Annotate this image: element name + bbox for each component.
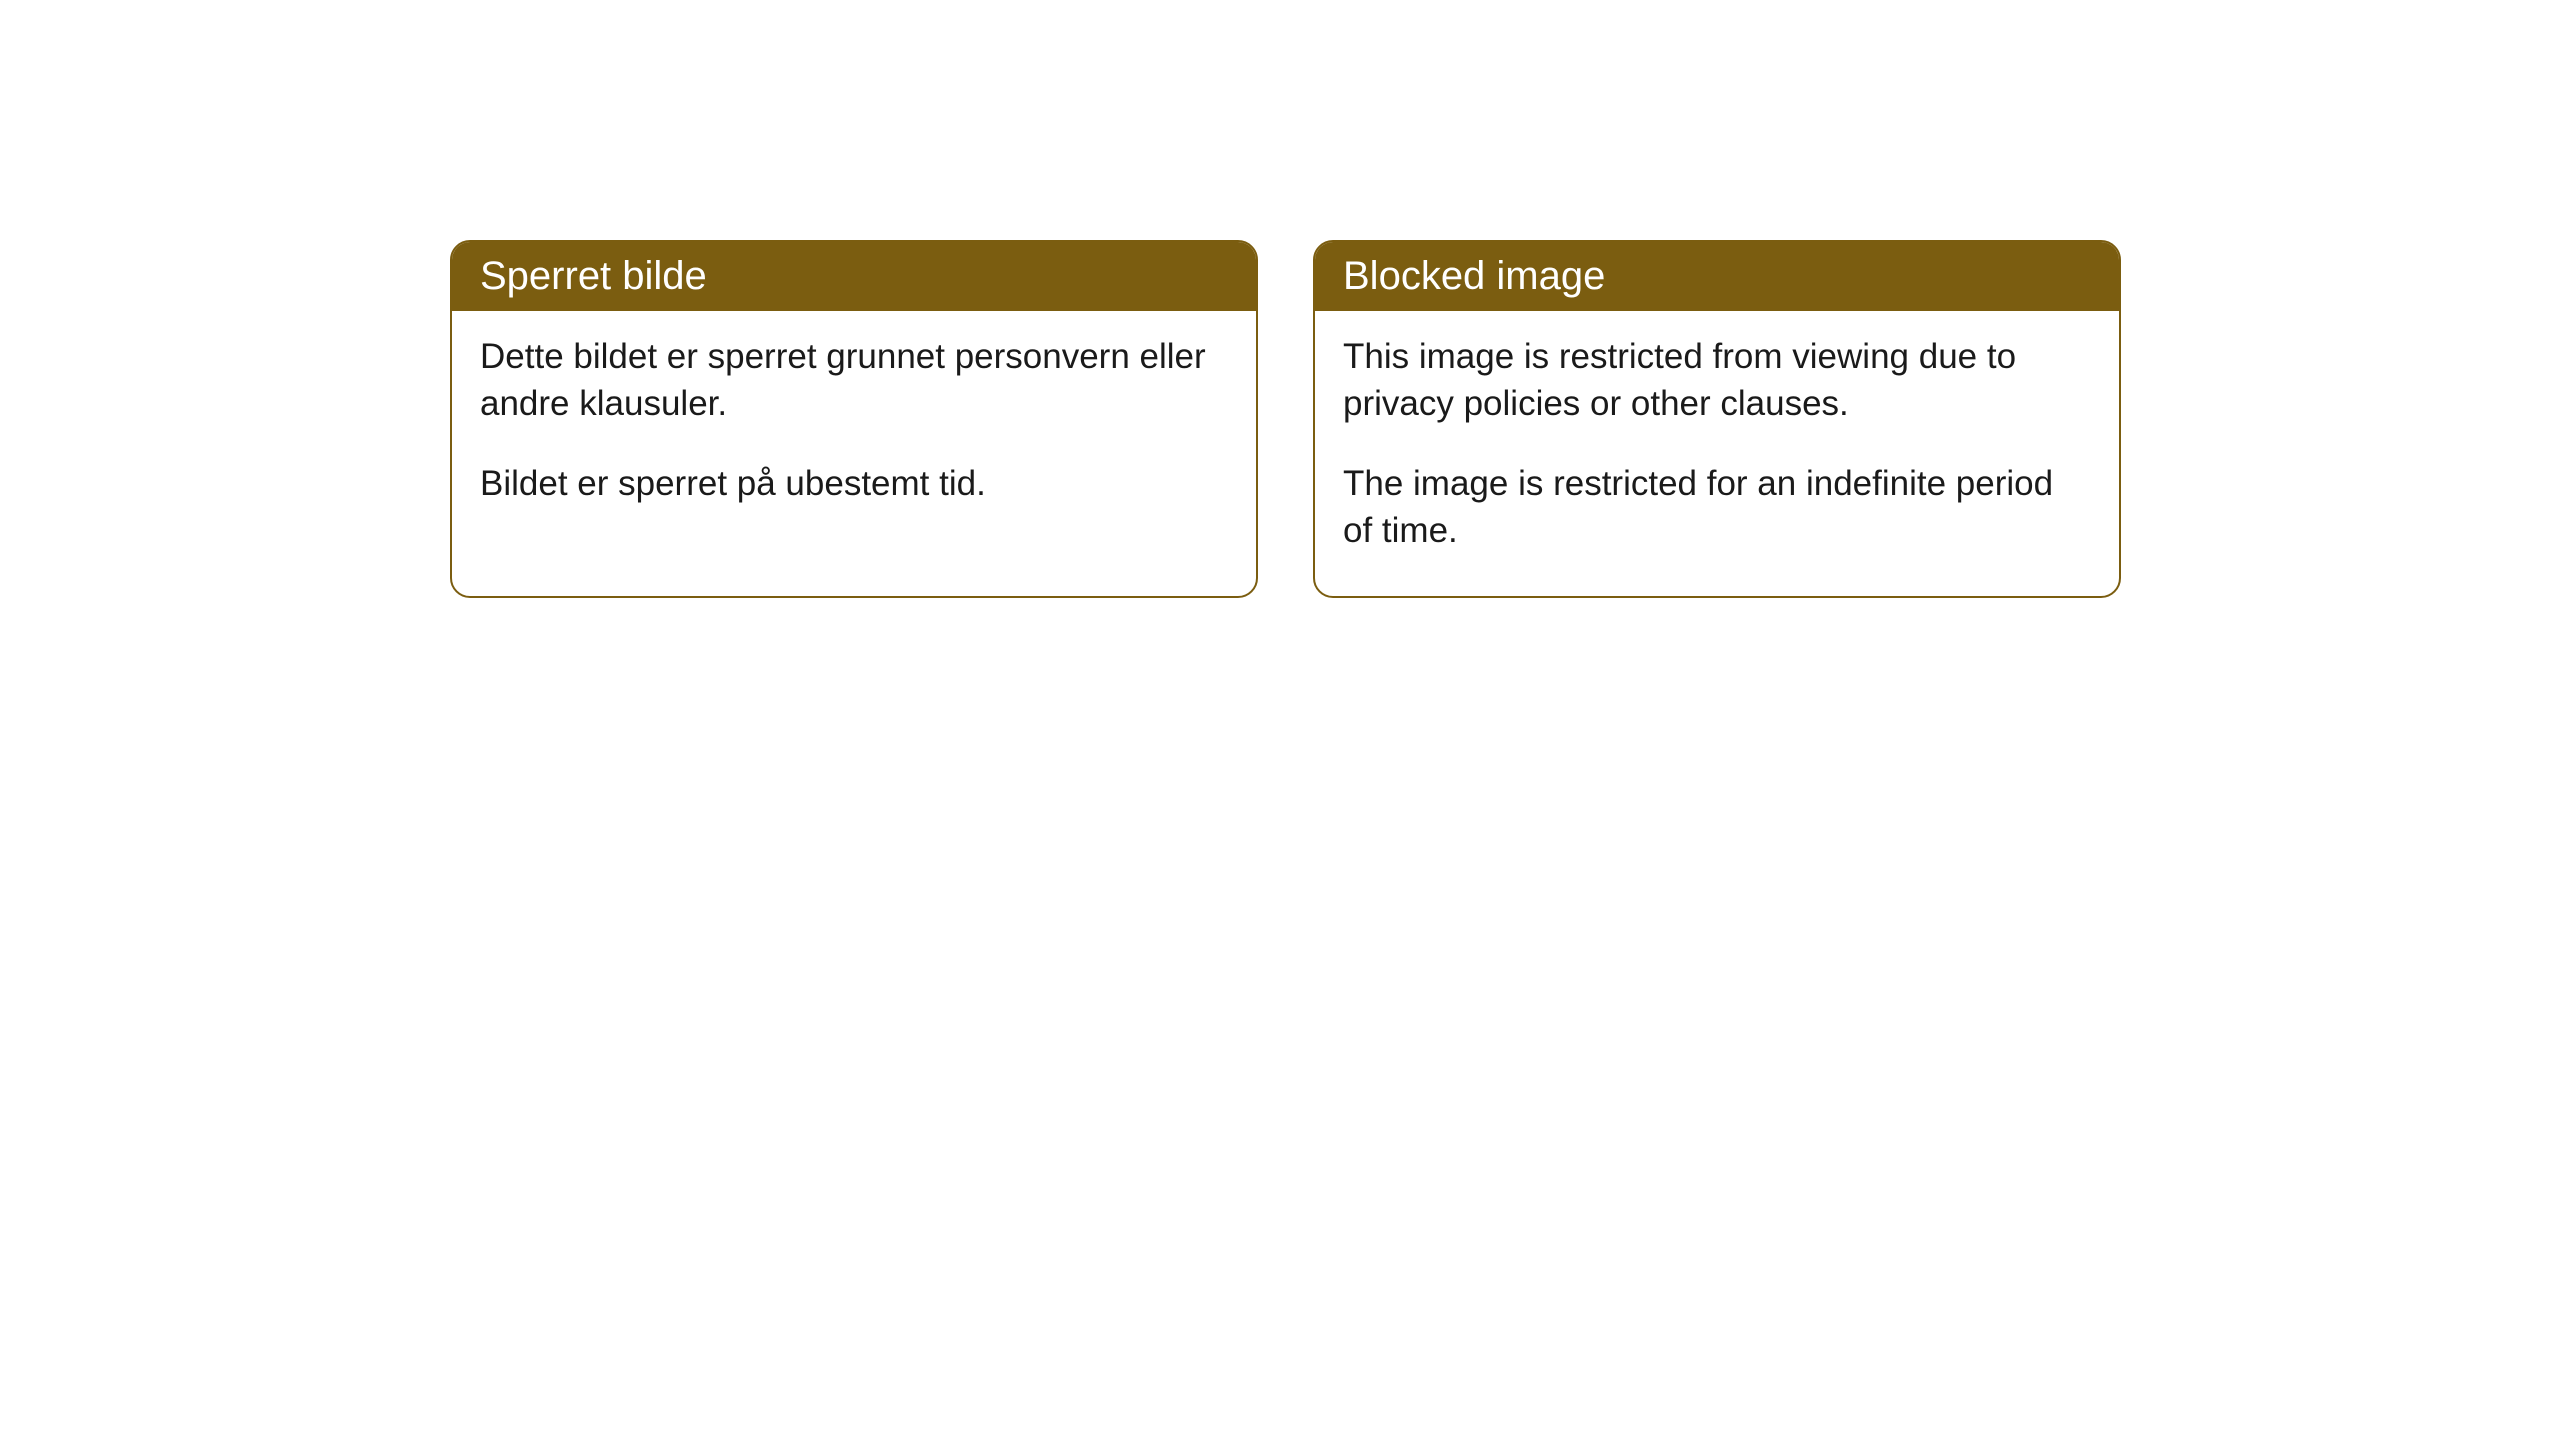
card-paragraph: This image is restricted from viewing du… bbox=[1343, 333, 2091, 428]
notice-card-norwegian: Sperret bilde Dette bildet er sperret gr… bbox=[450, 240, 1258, 598]
card-title: Blocked image bbox=[1343, 254, 1605, 298]
card-body: Dette bildet er sperret grunnet personve… bbox=[452, 311, 1256, 549]
card-header: Blocked image bbox=[1315, 242, 2119, 311]
notice-cards-container: Sperret bilde Dette bildet er sperret gr… bbox=[450, 240, 2560, 598]
card-header: Sperret bilde bbox=[452, 242, 1256, 311]
notice-card-english: Blocked image This image is restricted f… bbox=[1313, 240, 2121, 598]
card-paragraph: The image is restricted for an indefinit… bbox=[1343, 460, 2091, 555]
card-paragraph: Dette bildet er sperret grunnet personve… bbox=[480, 333, 1228, 428]
card-paragraph: Bildet er sperret på ubestemt tid. bbox=[480, 460, 1228, 507]
card-body: This image is restricted from viewing du… bbox=[1315, 311, 2119, 596]
card-title: Sperret bilde bbox=[480, 254, 707, 298]
